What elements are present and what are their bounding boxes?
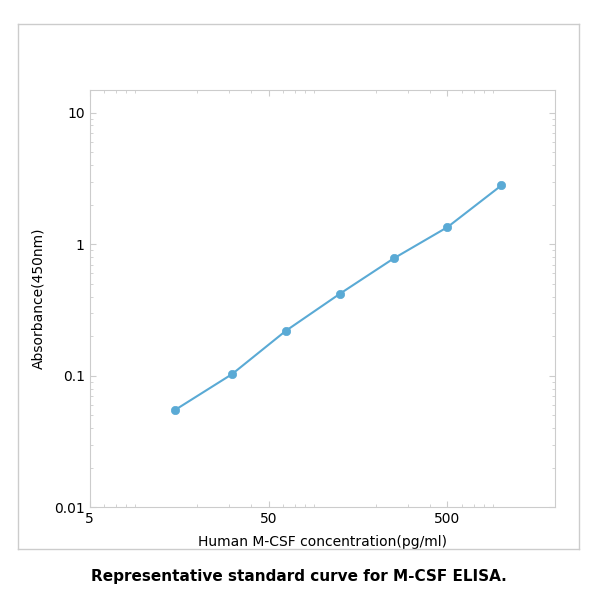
Text: Representative standard curve for M-CSF ELISA.: Representative standard curve for M-CSF … bbox=[91, 568, 506, 584]
Y-axis label: Absorbance(450nm): Absorbance(450nm) bbox=[32, 227, 45, 370]
X-axis label: Human M-CSF concentration(pg/ml): Human M-CSF concentration(pg/ml) bbox=[198, 535, 447, 549]
